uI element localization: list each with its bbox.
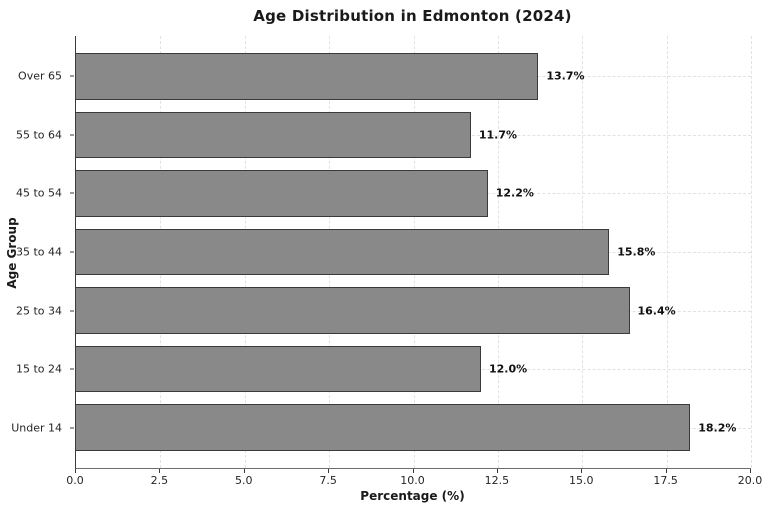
y-tick-label: 35 to 44 — [15, 245, 62, 259]
bar-35-to-44 — [76, 228, 610, 276]
y-tick-label: 45 to 54 — [15, 186, 62, 200]
bar-value-label: 12.2% — [495, 186, 534, 200]
y-tick-mark — [70, 251, 74, 253]
bar-value-label: 12.0% — [489, 362, 528, 376]
x-gridline — [751, 36, 752, 468]
y-tick-mark — [70, 75, 74, 77]
x-tick-mark — [159, 469, 161, 473]
y-tick-label: Under 14 — [11, 421, 62, 435]
x-tick-mark — [412, 469, 414, 473]
x-tick-mark — [665, 469, 667, 473]
x-tick-mark — [750, 469, 751, 473]
bar-value-label: 18.2% — [698, 421, 737, 435]
x-tick-label: 17.5 — [653, 474, 678, 487]
bar-over-65 — [76, 52, 539, 100]
y-tick-mark — [70, 192, 74, 194]
x-tick-label: 2.5 — [150, 474, 169, 487]
y-tick-mark — [70, 368, 74, 370]
x-tick-label: 20.0 — [737, 474, 763, 487]
bar-value-label: 13.7% — [546, 69, 585, 83]
y-tick-label: Over 65 — [18, 69, 62, 83]
bar-value-label: 16.4% — [637, 304, 676, 318]
x-axis-title: Percentage (%) — [360, 489, 465, 503]
plot-area — [75, 36, 752, 469]
x-tick-label: 10.0 — [400, 474, 425, 487]
x-tick-label: 7.5 — [319, 474, 337, 487]
x-tick-label: 12.5 — [484, 474, 510, 487]
bar-value-label: 15.8% — [617, 245, 656, 259]
x-tick-mark — [328, 469, 330, 473]
y-tick-label: 25 to 34 — [15, 304, 62, 318]
y-tick-mark — [70, 427, 74, 429]
x-tick-mark — [243, 469, 245, 473]
bar-45-to-54 — [76, 170, 488, 217]
y-tick-mark — [70, 310, 74, 312]
x-tick-label: 15.0 — [569, 474, 594, 487]
x-tick-label: 0.0 — [66, 474, 84, 487]
bar-value-label: 11.7% — [478, 128, 518, 142]
x-tick-mark — [75, 469, 76, 473]
y-tick-label: 55 to 64 — [15, 128, 62, 142]
y-tick-label: 15 to 24 — [15, 362, 62, 376]
bar-under-14 — [76, 404, 691, 452]
x-tick-mark — [581, 469, 583, 473]
y-tick-mark — [70, 134, 74, 136]
bar-55-to-64 — [76, 111, 471, 159]
x-tick-label: 5.0 — [235, 474, 253, 487]
x-tick-mark — [496, 469, 498, 473]
bar-15-to-24 — [76, 345, 481, 393]
chart-title: Age Distribution in Edmonton (2024) — [253, 7, 572, 25]
bar-25-to-34 — [76, 287, 630, 334]
